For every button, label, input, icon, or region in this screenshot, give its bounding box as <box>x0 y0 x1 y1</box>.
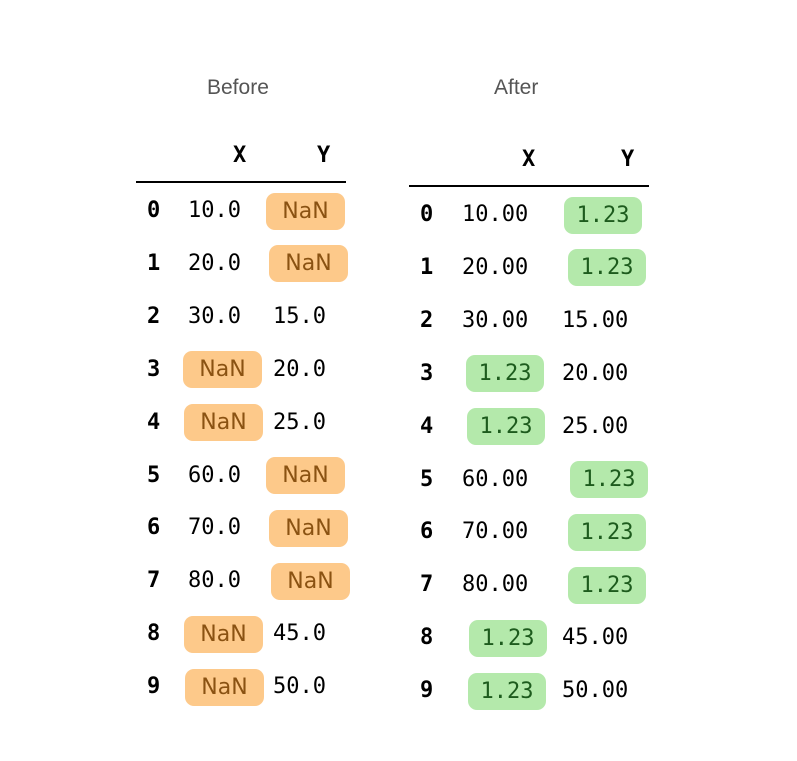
before-row-index: 7 <box>147 568 161 594</box>
after-x-cell: 10.00 <box>462 202 529 227</box>
after-y-cell: 45.00 <box>562 625 629 651</box>
after-x-filled-pill: 1.23 <box>467 408 545 446</box>
after-header-x: X <box>522 147 536 172</box>
before-x-nan-pill: NaN <box>184 404 263 442</box>
before-row-index: 3 <box>147 356 161 382</box>
before-row-index: 4 <box>147 409 161 435</box>
after-header-rule <box>409 185 649 187</box>
after-row-index: 7 <box>420 572 434 598</box>
after-y-filled-pill: 1.23 <box>570 461 648 498</box>
after-y-cell: 15.00 <box>562 307 629 333</box>
after-row-index: 6 <box>420 519 434 545</box>
before-x-cell: 70.0 <box>188 515 241 541</box>
after-x-cell: 20.00 <box>462 254 529 280</box>
before-row-index: 8 <box>147 621 161 647</box>
after-row-index: 1 <box>420 254 434 280</box>
before-y-nan-pill: NaN <box>269 245 348 283</box>
after-row-index: 5 <box>420 466 434 492</box>
after-y-filled-pill: 1.23 <box>568 249 646 287</box>
after-x-filled-pill: 1.23 <box>469 619 547 657</box>
after-y-cell: 20.00 <box>562 360 629 386</box>
after-row-index: 8 <box>420 625 434 651</box>
after-row-index: 4 <box>420 413 434 439</box>
after-header-y: Y <box>621 147 635 172</box>
after-title: After <box>494 76 539 99</box>
before-x-nan-pill: NaN <box>183 351 262 389</box>
before-x-cell: 10.0 <box>188 198 241 223</box>
before-row-index: 6 <box>147 515 161 541</box>
after-y-filled-pill: 1.23 <box>568 566 646 604</box>
before-x-nan-pill: NaN <box>184 615 263 653</box>
before-x-cell: 30.0 <box>188 303 241 329</box>
after-x-cell: 80.00 <box>462 572 529 598</box>
before-title: Before <box>207 76 269 99</box>
after-y-filled-pill: 1.23 <box>568 513 646 551</box>
after-y-cell: 50.00 <box>562 678 629 704</box>
before-y-nan-pill: NaN <box>269 509 348 547</box>
after-row-index: 3 <box>420 360 434 386</box>
before-row-index: 1 <box>147 250 161 276</box>
before-y-nan-pill: NaN <box>271 562 350 600</box>
before-y-nan-pill: NaN <box>266 457 345 494</box>
before-row-index: 9 <box>147 674 161 700</box>
before-x-cell: 20.0 <box>188 250 241 276</box>
before-x-cell: 80.0 <box>188 568 241 594</box>
after-y-filled-pill: 1.23 <box>564 196 642 234</box>
before-y-nan-pill: NaN <box>266 192 345 230</box>
before-x-nan-pill: NaN <box>185 668 264 706</box>
after-x-cell: 60.00 <box>462 466 529 492</box>
before-row-index: 0 <box>147 198 161 223</box>
before-y-cell: 45.0 <box>273 621 326 647</box>
before-header-rule <box>136 181 346 183</box>
after-row-index: 0 <box>420 202 434 227</box>
after-x-filled-pill: 1.23 <box>466 355 544 393</box>
before-x-cell: 60.0 <box>188 462 241 488</box>
before-header-y: Y <box>317 143 331 168</box>
before-y-cell: 25.0 <box>273 409 326 435</box>
after-row-index: 2 <box>420 307 434 333</box>
before-row-index: 5 <box>147 462 161 488</box>
after-x-filled-pill: 1.23 <box>468 672 546 710</box>
before-y-cell: 50.0 <box>273 674 326 700</box>
before-row-index: 2 <box>147 303 161 329</box>
before-y-cell: 15.0 <box>273 303 326 329</box>
after-x-cell: 30.00 <box>462 307 529 333</box>
after-row-index: 9 <box>420 678 434 704</box>
after-x-cell: 70.00 <box>462 519 529 545</box>
after-y-cell: 25.00 <box>562 413 629 439</box>
before-y-cell: 20.0 <box>273 356 326 382</box>
before-header-x: X <box>233 143 247 168</box>
